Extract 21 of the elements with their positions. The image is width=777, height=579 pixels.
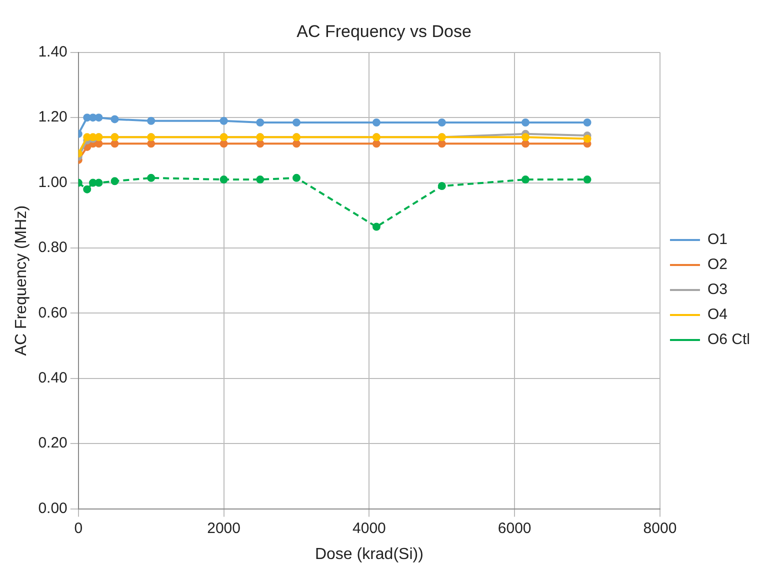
legend-label: O1 [707,231,728,248]
y-tick-label: 1.40 [38,44,68,61]
x-tick-label: 6000 [498,520,532,537]
chart-title: AC Frequency vs Dose [296,22,472,41]
y-tick-label: 0.80 [38,239,68,256]
legend-label: O4 [707,306,728,324]
x-tick-label: 0 [74,520,83,537]
legend-label: O2 [707,256,728,274]
x-tick-label: 8000 [643,520,677,537]
y-tick-label: 1.20 [38,108,68,126]
legend-label: O3 [707,281,728,298]
y-tick-label: 1.00 [38,174,68,191]
y-tick-label: 0.60 [38,304,68,322]
y-tick-label: 0.40 [38,370,68,387]
x-axis-title: Dose (krad(Si)) [314,546,424,563]
y-axis-title: AC Frequency (MHz) [13,205,30,356]
x-tick-label: 2000 [207,520,240,537]
y-tick-label: 0.20 [38,434,68,452]
x-tick-label: 4000 [352,520,386,537]
y-tick-label: 0.00 [38,500,68,517]
legend-label: O6 Ctl [707,331,750,348]
